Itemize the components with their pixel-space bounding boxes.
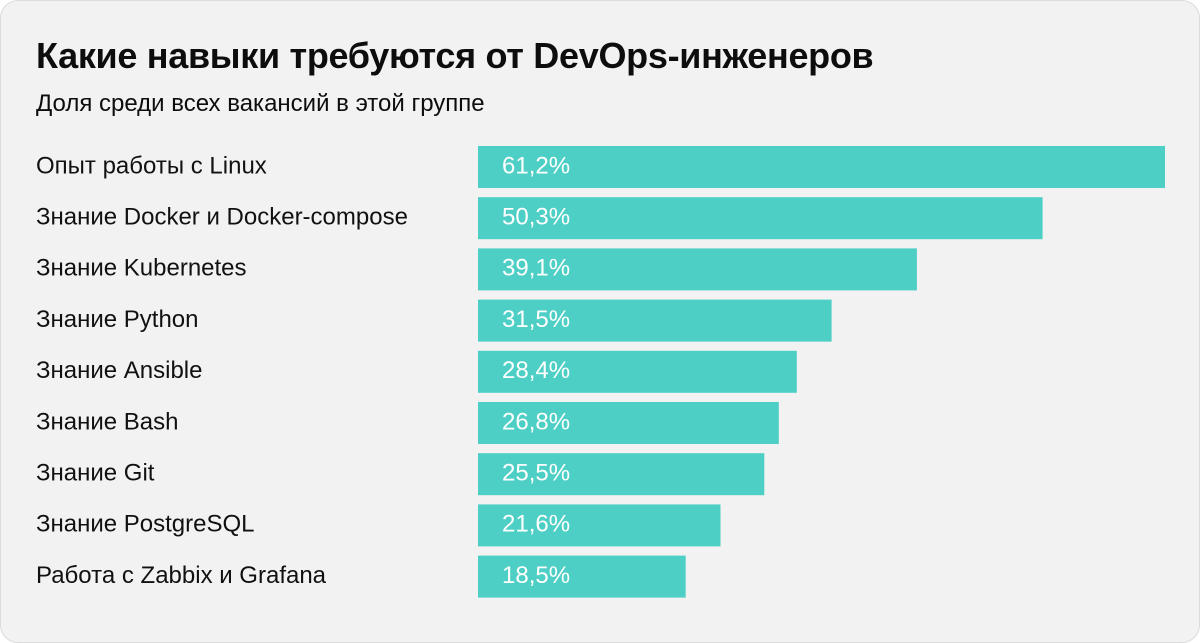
bar-1: [478, 146, 1165, 188]
bar-2: [478, 197, 1043, 240]
value-label: 26,8%: [502, 408, 570, 435]
category-label: Опыт работы с Linux: [36, 152, 267, 179]
value-label: 61,2%: [502, 152, 570, 179]
category-label: Знание Git: [36, 460, 155, 487]
category-label: Работа с Zabbix и Grafana: [36, 562, 327, 589]
category-label: Знание PostgreSQL: [36, 511, 255, 538]
bar-6: [478, 402, 779, 444]
value-label: 39,1%: [502, 255, 570, 282]
chart-subtitle: Доля среди всех вакансий в этой группе: [36, 90, 485, 117]
bar-3: [478, 248, 917, 291]
category-label: Знание Ansible: [36, 357, 203, 384]
bar-5: [478, 350, 797, 393]
category-label: Знание Python: [36, 306, 199, 333]
bar-9: [478, 555, 686, 598]
value-label: 18,5%: [502, 562, 570, 589]
value-label: 21,6%: [502, 511, 570, 538]
chart-title: Какие навыки требуются от DevOps-инженер…: [36, 35, 874, 76]
bar-4: [478, 299, 832, 342]
value-label: 50,3%: [502, 204, 570, 231]
category-label: Знание Docker и Docker-compose: [36, 204, 408, 231]
value-label: 28,4%: [502, 357, 570, 384]
value-label: 25,5%: [502, 460, 570, 487]
bar-7: [478, 453, 765, 496]
value-label: 31,5%: [502, 306, 570, 333]
bar-8: [478, 504, 721, 547]
category-label: Знание Bash: [36, 408, 178, 435]
category-label: Знание Kubernetes: [36, 255, 247, 282]
